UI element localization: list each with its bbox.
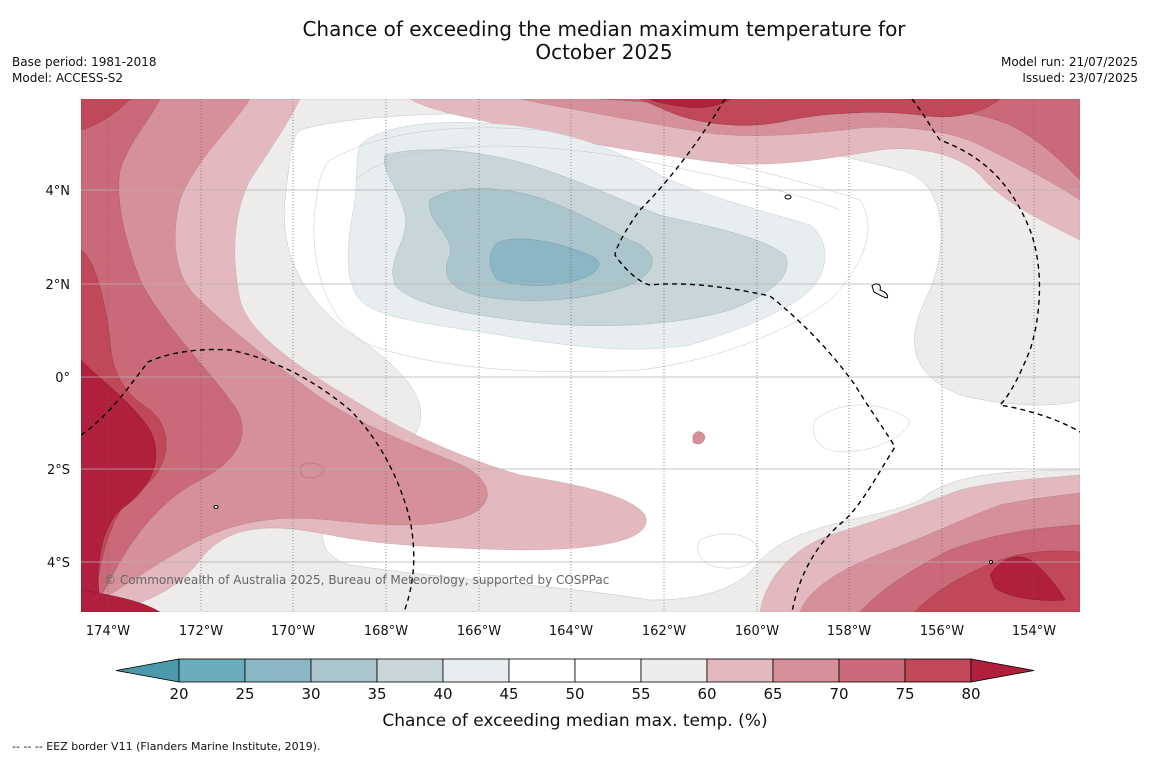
lon-axis-labels: 174°W 172°W 170°W 168°W 166°W 164°W 162°… bbox=[86, 624, 1056, 639]
colorbar-swatch bbox=[178, 658, 246, 683]
lon-label: 166°W bbox=[457, 624, 501, 639]
colorbar-swatch bbox=[640, 658, 708, 683]
lon-label: 160°W bbox=[735, 624, 779, 639]
copyright-text: © Commonwealth of Australia 2025, Bureau… bbox=[104, 573, 609, 587]
colorbar-tick-label: 55 bbox=[631, 685, 650, 703]
colorbar-swatch bbox=[574, 658, 642, 683]
patch-60-65-small bbox=[692, 431, 706, 445]
title-line-1: Chance of exceeding the median maximum t… bbox=[302, 17, 906, 41]
colorbar-tick-label: 50 bbox=[565, 685, 584, 703]
contour-line-1 bbox=[313, 127, 869, 372]
lat-axis-labels: 4°N 2°N 0° 2°S 4°S bbox=[46, 184, 71, 571]
band-75-80-top-left bbox=[81, 99, 131, 131]
chart-title: Chance of exceeding the median maximum t… bbox=[200, 18, 1008, 64]
lon-label: 168°W bbox=[364, 624, 408, 639]
colorbar-swatch bbox=[904, 658, 972, 683]
colorbar-swatch bbox=[508, 658, 576, 683]
band-over-80-right bbox=[989, 556, 1066, 601]
colorbar-tick-label: 30 bbox=[301, 685, 320, 703]
colorbar-swatch bbox=[838, 658, 906, 683]
colorbar-tick-label: 60 bbox=[697, 685, 716, 703]
contour-line-2 bbox=[354, 145, 841, 211]
colorbar-tick-label: 80 bbox=[961, 685, 980, 703]
colorbar-tick-label: 70 bbox=[829, 685, 848, 703]
colorbar-tick-label: 25 bbox=[235, 685, 254, 703]
map-area bbox=[81, 99, 1080, 612]
eez-footnote: -- -- -- EEZ border V11 (Flanders Marine… bbox=[12, 740, 321, 753]
colorbar-swatch bbox=[376, 658, 444, 683]
island-kiritimati bbox=[871, 283, 889, 299]
patch-45-55-right bbox=[813, 404, 911, 453]
lat-label: 0° bbox=[55, 371, 70, 386]
band-65-70-top bbox=[519, 99, 1080, 201]
lon-label: 164°W bbox=[549, 624, 593, 639]
patch-70-75-small bbox=[299, 462, 325, 479]
colorbar: 20 25 30 35 40 45 50 55 60 65 70 75 80 bbox=[115, 658, 1035, 703]
eez-borders bbox=[81, 99, 1080, 612]
colorbar-swatch bbox=[244, 658, 312, 683]
colorbar-swatch bbox=[772, 658, 840, 683]
colorbar-under-arrow bbox=[115, 658, 180, 683]
colorbar-swatch bbox=[706, 658, 774, 683]
island-west bbox=[213, 505, 219, 509]
colorbar-tick-label: 40 bbox=[433, 685, 452, 703]
colorbar-tick-label: 45 bbox=[499, 685, 518, 703]
model-info: Base period: 1981-2018 Model: ACCESS-S2 bbox=[12, 54, 157, 86]
run-info: Model run: 21/07/2025 Issued: 23/07/2025 bbox=[1001, 54, 1138, 86]
band-25-30 bbox=[489, 238, 600, 286]
colorbar-tick-label: 20 bbox=[169, 685, 188, 703]
lat-label: 4°N bbox=[46, 184, 71, 199]
lon-label: 172°W bbox=[179, 624, 223, 639]
colorbar-label: Chance of exceeding median max. temp. (%… bbox=[382, 711, 767, 731]
band-over-80-left bbox=[81, 359, 157, 612]
model-name: Model: ACCESS-S2 bbox=[12, 71, 124, 85]
lat-label: 2°N bbox=[46, 278, 71, 293]
lon-label: 174°W bbox=[86, 624, 130, 639]
band-over-80-bottom-left bbox=[81, 589, 161, 612]
islands bbox=[213, 194, 993, 564]
colorbar-swatch bbox=[310, 658, 378, 683]
lon-label: 156°W bbox=[920, 624, 964, 639]
colorbar-swatch bbox=[442, 658, 510, 683]
model-run-date: Model run: 21/07/2025 bbox=[1000, 55, 1138, 69]
island-south bbox=[989, 560, 993, 564]
eez-border-east bbox=[911, 99, 1080, 433]
island-north bbox=[784, 194, 792, 200]
lon-label: 154°W bbox=[1012, 624, 1056, 639]
band-75-80-top bbox=[639, 99, 1001, 126]
colorbar-over-arrow bbox=[970, 658, 1035, 683]
lat-gridlines bbox=[81, 189, 1080, 563]
lon-label: 158°W bbox=[827, 624, 871, 639]
lon-label: 162°W bbox=[642, 624, 686, 639]
issued-date: Issued: 23/07/2025 bbox=[1022, 71, 1138, 85]
colorbar-tick-label: 65 bbox=[763, 685, 782, 703]
colorbar-tick-label: 35 bbox=[367, 685, 386, 703]
lat-label: 4°S bbox=[47, 556, 70, 571]
eez-border-central bbox=[614, 99, 896, 612]
title-line-2: October 2025 bbox=[535, 40, 673, 64]
colorbar-tick-label: 75 bbox=[895, 685, 914, 703]
base-period: Base period: 1981-2018 bbox=[12, 55, 157, 69]
patch-45-55-bottom bbox=[697, 533, 759, 569]
lon-label: 170°W bbox=[271, 624, 315, 639]
lat-label: 2°S bbox=[47, 463, 70, 478]
